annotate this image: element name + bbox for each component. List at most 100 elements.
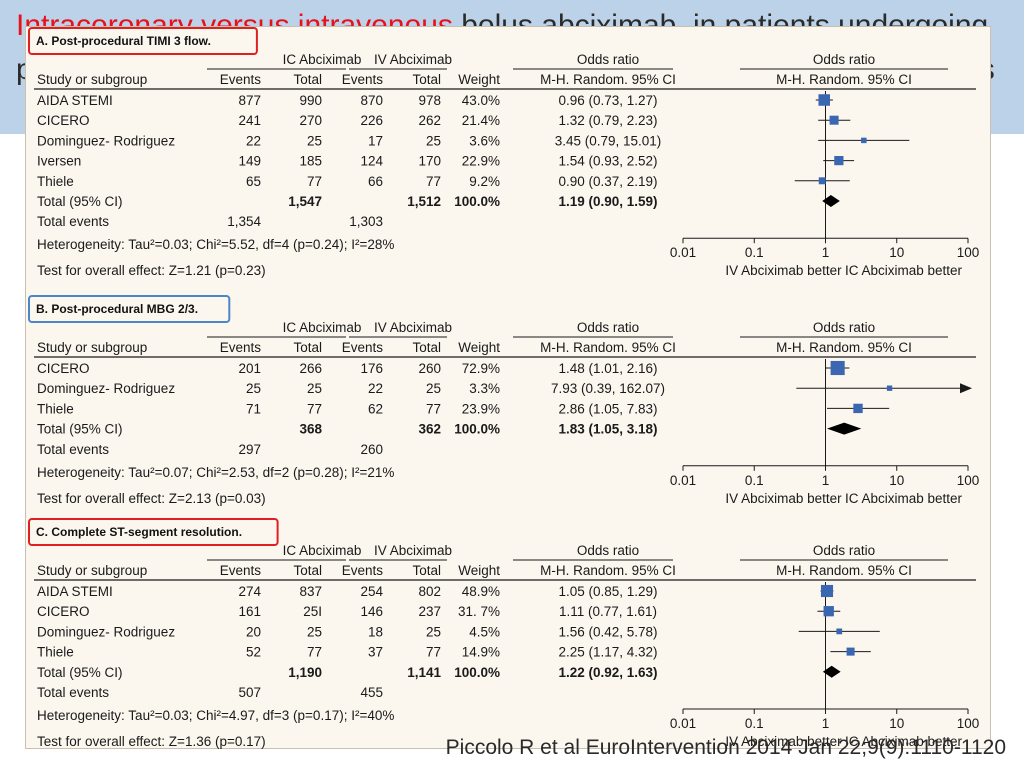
panel-c-row-1-ci: 1.05 (0.85, 1.29) [558,584,657,599]
panel-b-heterogeneity: Heterogeneity: Tau²=0.07; Chi²=2.53, df=… [37,465,394,480]
panel-a-row-3-total1: 25 [307,133,322,148]
panel-b-row-2-marker [886,385,893,391]
panel-b-x-tick-label-2: 0.1 [745,473,764,488]
panel-a-row-4-marker [834,155,844,166]
panel-b-row-1-name: CICERO [37,361,90,376]
panel-b-row-1-total2: 260 [418,361,441,376]
panel-c-x-tick-label-4: 10 [889,716,904,731]
panel-c-total-ci: 1.22 (0.92, 1.63) [558,665,657,680]
panel-a-favours-left: IV Abciximab better [725,263,842,278]
panel-a-row-2-events2: 226 [360,113,383,128]
panel-a-row-3-total2: 25 [426,133,441,148]
panel-c-x-tick-label-1: 0.01 [670,716,696,731]
panel-a-or-col-header: Odds ratio [577,52,639,67]
panel-b-col-ci: M-H. Random. 95% CI [540,340,676,355]
panel-c-row-4-weight: 14.9% [462,645,500,660]
panel-a-events-events1: 1,354 [227,214,261,229]
panel-b-x-tick-label-5: 100 [957,473,980,488]
panel-c-col-total2: Total [412,563,441,578]
panel-a-col-weight: Weight [458,72,500,87]
panel-c-label: C. Complete ST-segment resolution. [36,525,242,539]
panel-c-row-4-events1: 52 [246,645,261,660]
panel-c-row-3-name: Dominguez- Rodriguez [37,624,175,639]
panel-a-row-4-weight: 22.9% [462,154,500,169]
panel-c-label-box [28,518,279,546]
panel-b-favours-right: IC Abciximab better [845,491,963,506]
panel-c-x-tick-label-3: 1 [822,716,830,731]
panel-c-row-3-events1: 20 [246,624,261,639]
panel-b-row-2-name: Dominguez- Rodriguez [37,381,175,396]
panel-a-row-4-total1: 185 [299,154,322,169]
panel-c-col-study: Study or subgroup [37,563,147,578]
panel-b-col-study: Study or subgroup [37,340,147,355]
panel-b-col-total1: Total [293,340,322,355]
panel-c-row-4-total1: 77 [307,645,322,660]
panel-b-row-1-ci: 1.48 (1.01, 2.16) [558,361,657,376]
panel-c-row-1-events2: 254 [360,584,383,599]
panel-a-row-4-name: Iversen [37,154,81,169]
panel-a-row-5-events1: 65 [246,174,261,189]
panel-c-row-3-weight: 4.5% [469,624,500,639]
panel-a-row-5-total1: 77 [307,174,322,189]
panel-b-x-tick-label-3: 1 [822,473,830,488]
panel-c-row-1-name: AIDA STEMI [37,584,113,599]
panel-c-row-2-ci: 1.11 (0.77, 1.61) [559,604,657,619]
panel-b-col-total2: Total [412,340,441,355]
panel-c-row-1-total1: 837 [299,584,322,599]
panel-b-row-1-events1: 201 [238,361,261,376]
panel-b-row-2-ci: 7.93 (0.39, 162.07) [551,381,665,396]
panel-a-row-4-events1: 149 [238,154,261,169]
panel-c-row-1-events1: 274 [238,584,261,599]
panel-b: B. Post-procedural MBG 2/3. IC Abciximab I… [28,295,980,506]
panel-c-col-weight: Weight [458,563,500,578]
panel-a-favours-right: IC Abciximab better [845,263,963,278]
panel-c-events-name: Total events [37,685,109,700]
panel-c-heterogeneity: Heterogeneity: Tau²=0.03; Chi²=4.97, df=… [37,708,394,723]
panel-a-total-weight: 100.0% [454,194,500,209]
panel-a: A. Post-procedural TIMI 3 flow. IC Abcixi… [28,27,980,278]
panel-b-col-events2: Events [342,340,384,355]
panel-b-x-tick-label-4: 10 [889,473,904,488]
panel-a-row-3-events1: 22 [246,133,261,148]
panel-a-row-1-events2: 870 [360,93,383,108]
panel-c-or-plot-header: Odds ratio [813,543,875,558]
panel-a-label: A. Post-procedural TIMI 3 flow. [36,34,211,48]
panel-a-row-2-weight: 21.4% [462,113,500,128]
panel-c-total-name: Total (95% CI) [37,665,123,680]
panel-a-heterogeneity: Heterogeneity: Tau²=0.03; Chi²=5.52, df=… [37,237,394,252]
panel-c-row-3-events2: 18 [368,624,383,639]
panel-c-row-1-total2: 802 [418,584,441,599]
panel-a-row-4-ci: 1.54 (0.93, 2.52) [558,154,657,169]
panel-a-row-2-marker [829,115,839,125]
panel-a-x-tick-label-3: 1 [822,245,830,260]
panel-a-row-3-name: Dominguez- Rodriguez [37,133,175,148]
panel-c-x-tick-label-2: 0.1 [745,716,764,731]
panel-c-row-3-total1: 25 [307,624,322,639]
panel-b-row-2-events2: 22 [368,381,383,396]
panel-a-row-5-ci: 0.90 (0.37, 2.19) [558,174,657,189]
panel-b-or-col-header: Odds ratio [577,320,639,335]
panel-a-x-tick-label-5: 100 [957,245,980,260]
panel-b-row-1-events2: 176 [360,361,383,376]
panel-c-col-total1: Total [293,563,322,578]
panel-b-total-total2: 362 [418,422,441,437]
panel-c-col-events1: Events [220,563,262,578]
panel-c-row-4-ci: 2.25 (1.17, 4.32) [558,645,657,660]
panel-c-row-2-weight: 31. 7% [458,604,500,619]
panel-a-row-1-marker [818,94,830,106]
panel-c-row-4-name: Thiele [37,645,74,660]
panel-a-row-1-total2: 978 [418,93,441,108]
panel-c-col-ci-plot: M-H. Random. 95% CI [776,563,912,578]
panel-c-or-col-header: Odds ratio [577,543,639,558]
panel-b-row-2-total1: 25 [307,381,322,396]
panel-b-row-2-total2: 25 [426,381,441,396]
panel-b-row-2-ci-arrow [960,383,972,394]
forest-plot-figure: A. Post-procedural TIMI 3 flow. IC Abcixi… [25,26,991,749]
panel-a-total-total1: 1,547 [288,194,322,209]
panel-c-row-1-weight: 48.9% [462,584,500,599]
panel-a-row-1-weight: 43.0% [462,93,500,108]
panel-c-row-2-total1: 25I [303,604,322,619]
panel-a-total-ci: 1.19 (0.90, 1.59) [558,194,657,209]
panel-b-row-3-ci: 2.86 (1.05, 7.83) [558,401,657,416]
panel-c-row-4-events2: 37 [368,645,383,660]
